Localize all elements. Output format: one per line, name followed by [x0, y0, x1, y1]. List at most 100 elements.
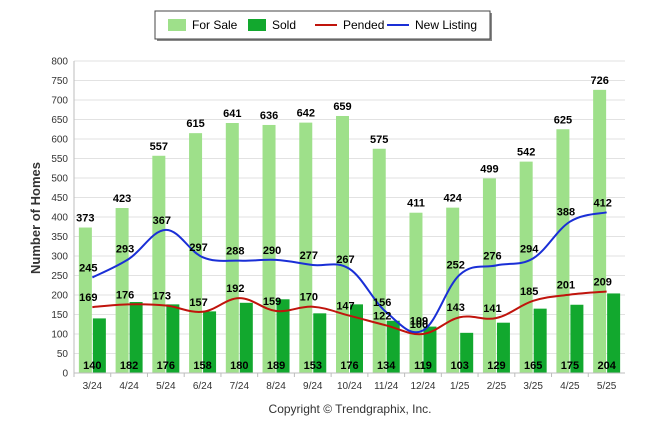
y-axis-title: Number of Homes	[28, 162, 43, 274]
y-tick-label: 50	[57, 349, 69, 360]
x-tick-label: 7/24	[230, 381, 250, 392]
sold-value-label: 103	[451, 360, 469, 372]
sold-bar	[276, 299, 290, 373]
sold-bar	[350, 304, 363, 373]
x-tick-label: 6/24	[193, 381, 213, 392]
for-sale-bar	[593, 89, 607, 374]
sold-value-label: 134	[377, 360, 396, 372]
legend-label: Sold	[272, 18, 296, 32]
pended-value-label: 147	[336, 301, 354, 313]
for-sale-value-label: 625	[554, 114, 572, 126]
y-tick-label: 200	[51, 291, 68, 302]
y-tick-label: 250	[51, 271, 68, 282]
new-listing-value-label: 276	[483, 250, 501, 262]
sold-value-label: 189	[267, 360, 285, 372]
new-listing-value-label: 267	[336, 254, 354, 266]
for-sale-value-label: 424	[444, 193, 463, 205]
for-sale-value-label: 423	[113, 193, 131, 205]
for-sale-value-label: 636	[260, 110, 278, 122]
legend-label: For Sale	[192, 18, 238, 32]
sold-bar	[92, 318, 106, 373]
for-sale-value-label: 575	[370, 134, 388, 146]
sold-value-label: 176	[340, 360, 358, 372]
sold-bar	[166, 304, 180, 373]
new-listing-value-label: 367	[153, 215, 171, 227]
for-sale-value-label: 615	[186, 118, 204, 130]
pended-value-label: 176	[116, 289, 134, 301]
new-listing-value-label: 290	[263, 245, 281, 257]
for-sale-value-label: 659	[333, 101, 351, 113]
sold-bar	[129, 302, 143, 373]
pended-value-label: 209	[593, 276, 611, 288]
legend: For Sale Sold Pended New Listing	[154, 10, 492, 41]
y-tick-label: 350	[51, 232, 68, 243]
x-tick-label: 4/25	[560, 381, 580, 392]
sold-value-label: 153	[304, 360, 322, 372]
new-listing-value-label: 277	[300, 250, 318, 262]
axes: 0 50 100 150 200 250 300 350 400 450 500 550 600 650 7…	[51, 57, 625, 392]
x-tick-label: 2/25	[487, 381, 507, 392]
for-sale-value-label: 373	[76, 213, 94, 225]
pended-value-label: 192	[226, 283, 244, 295]
x-tick-label: 4/24	[119, 381, 139, 392]
sold-value-label: 119	[414, 360, 432, 372]
y-tick-label: 700	[51, 96, 68, 107]
sold-value-label: 180	[230, 360, 248, 372]
x-tick-label: 12/24	[410, 381, 435, 392]
pended-value-label: 159	[263, 296, 281, 308]
sold-value-label: 129	[487, 360, 505, 372]
sold-value-label: 165	[524, 360, 542, 372]
y-tick-label: 400	[51, 213, 68, 224]
for-sale-bar	[78, 227, 92, 373]
sold-bar	[607, 293, 621, 373]
sold-value-label: 158	[193, 360, 211, 372]
new-listing-value-label: 109	[410, 315, 428, 327]
y-tick-label: 800	[51, 57, 68, 68]
pended-value-label: 143	[447, 302, 465, 314]
for-sale-bar	[482, 178, 496, 373]
sold-bar	[313, 313, 327, 373]
for-sale-value-label: 641	[223, 108, 241, 120]
new-listing-value-label: 252	[447, 260, 465, 272]
new-listing-value-label: 388	[557, 207, 575, 219]
x-tick-label: 8/24	[266, 381, 286, 392]
for-sale-value-label: 557	[150, 141, 168, 153]
new-listing-value-label: 245	[79, 262, 97, 274]
for-sale-value-label: 726	[590, 75, 608, 87]
for-sale-bar	[556, 129, 570, 373]
for-sale-bar	[372, 148, 386, 373]
sold-value-label: 175	[561, 360, 579, 372]
x-tick-label: 3/24	[83, 381, 103, 392]
pended-value-label: 173	[153, 291, 171, 303]
x-tick-label: 3/25	[523, 381, 543, 392]
for-sale-bar	[152, 155, 166, 373]
for-sale-value-label: 542	[517, 147, 535, 159]
pended-value-label: 157	[189, 297, 207, 309]
for-sale-value-label: 499	[480, 163, 498, 175]
for-sale-bar	[225, 123, 239, 373]
for-sale-value-label: 642	[297, 108, 315, 120]
pended-value-label: 201	[557, 280, 575, 292]
sold-bar	[239, 302, 253, 373]
y-tick-label: 650	[51, 115, 68, 126]
for-sale-bar	[519, 161, 533, 373]
x-tick-label: 9/24	[303, 381, 323, 392]
bars	[78, 89, 621, 374]
y-tick-label: 750	[51, 76, 68, 87]
pended-value-label: 100	[410, 319, 428, 331]
pended-value-label: 141	[483, 303, 501, 315]
y-tick-label: 0	[62, 369, 68, 380]
for-sale-bar	[409, 212, 423, 373]
sold-bar	[460, 332, 474, 373]
new-listing-value-label: 297	[189, 242, 207, 254]
y-tick-label: 100	[51, 330, 68, 341]
pended-value-label: 122	[373, 310, 391, 322]
legend-swatch	[168, 19, 186, 31]
pended-value-label: 169	[79, 292, 97, 304]
y-tick-label: 550	[51, 154, 68, 165]
grid	[74, 60, 625, 374]
pended-value-label: 185	[520, 286, 538, 298]
new-listing-value-label: 156	[373, 297, 391, 309]
new-listing-value-label: 293	[116, 244, 134, 256]
